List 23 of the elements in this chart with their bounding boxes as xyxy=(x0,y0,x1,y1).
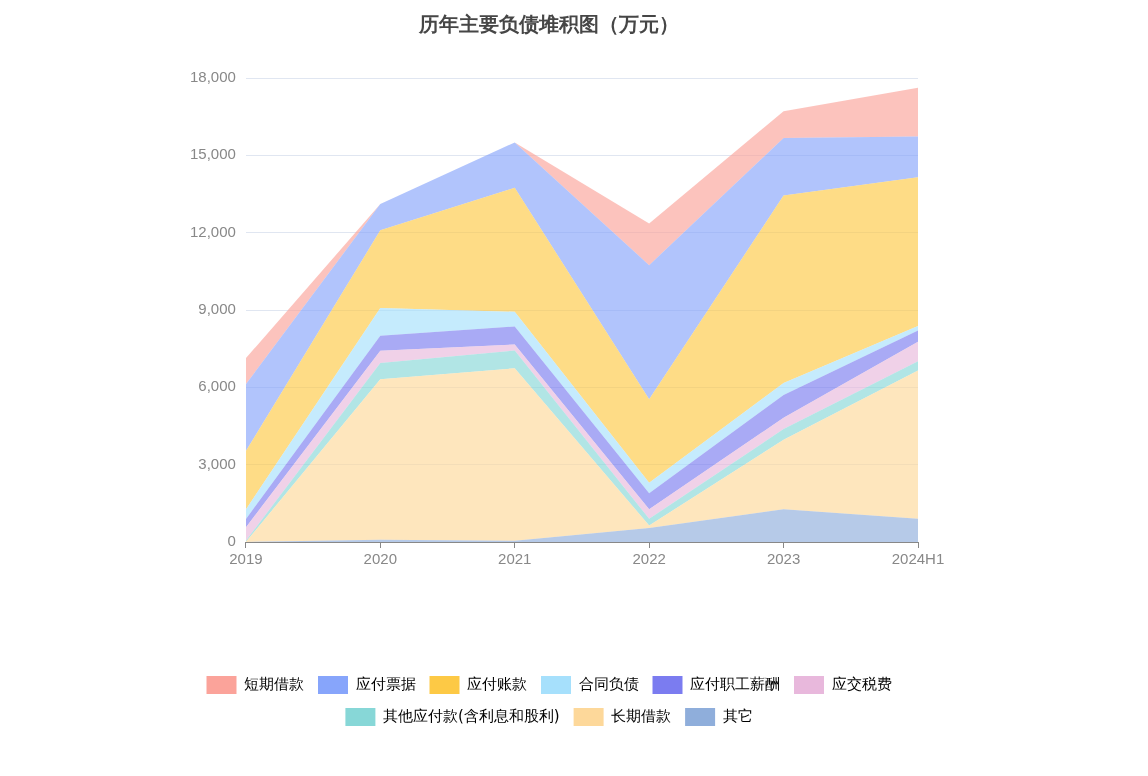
x-tick-label: 2021 xyxy=(498,550,532,568)
y-tick-label: 9,000 xyxy=(198,300,236,318)
legend-label: 应付账款 xyxy=(467,674,527,693)
y-tick-label: 12,000 xyxy=(189,222,236,240)
y-tick-label: 15,000 xyxy=(189,145,236,163)
x-tick-label: 2022 xyxy=(632,550,666,568)
x-tick-label: 2020 xyxy=(363,550,397,568)
legend-label: 合同负债 xyxy=(578,674,639,693)
legend-label: 其他应付款(含利息和股利) xyxy=(382,706,560,725)
legend-label: 应交税费 xyxy=(831,674,892,693)
x-tick-label: 2023 xyxy=(766,550,801,568)
legend-label: 其它 xyxy=(722,706,753,725)
legend-label: 长期借款 xyxy=(611,706,672,725)
y-tick-label: 6,000 xyxy=(198,377,236,395)
legend-label: 应付票据 xyxy=(355,674,416,693)
x-tick-label: 2019 xyxy=(229,550,263,568)
y-tick-label: 3,000 xyxy=(198,454,236,472)
x-tick-label: 2024H1 xyxy=(891,550,945,568)
chart-title: 历年主要负债堆积图（万元） xyxy=(418,12,679,37)
y-tick-label: 0 xyxy=(227,532,236,550)
legend-label: 短期借款 xyxy=(244,674,304,693)
legend-label: 应付职工薪酬 xyxy=(690,674,780,693)
y-tick-label: 18,000 xyxy=(189,68,236,86)
